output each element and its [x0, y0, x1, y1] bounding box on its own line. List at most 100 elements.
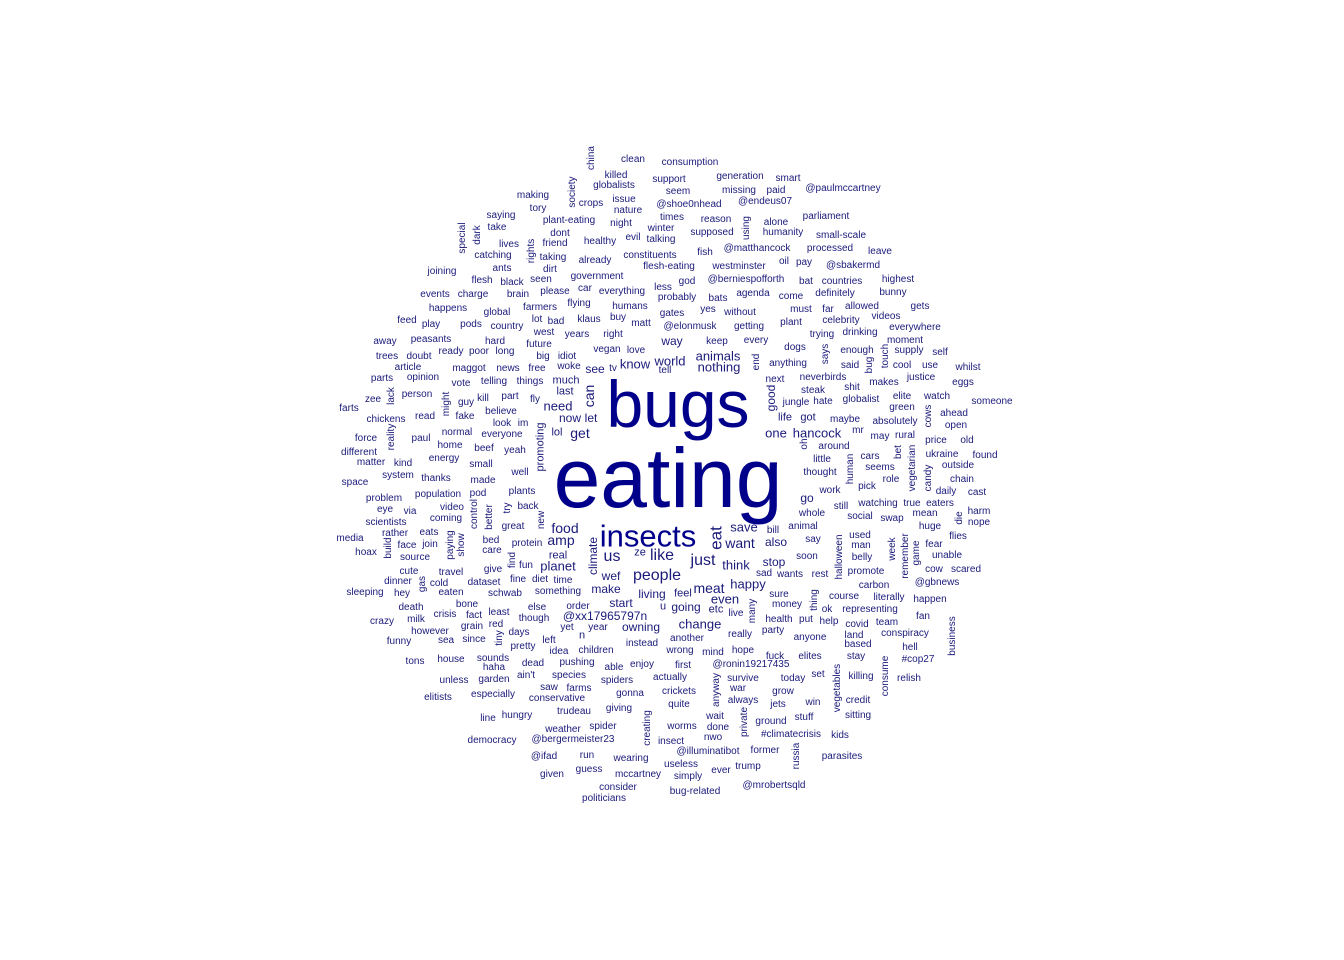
cloud-word: go — [800, 491, 814, 505]
cloud-word: without — [724, 307, 756, 318]
cloud-word: flying — [567, 298, 591, 309]
cloud-word: doubt — [406, 351, 432, 362]
cloud-word: yes — [700, 304, 716, 315]
cloud-word: globalist — [842, 394, 880, 405]
cloud-word: stop — [762, 555, 786, 569]
cloud-word: survive — [727, 673, 759, 684]
cloud-word: maybe — [829, 414, 861, 425]
cloud-word: smart — [775, 173, 801, 184]
cloud-word: carbon — [858, 580, 890, 591]
cloud-word: dogs — [784, 342, 806, 353]
cloud-word: farts — [339, 403, 359, 414]
cloud-word: enjoy — [630, 659, 654, 670]
cloud-word: lot — [531, 314, 543, 325]
cloud-word: credit — [845, 695, 871, 706]
cloud-word: dinner — [384, 576, 412, 587]
cloud-word: @matthancock — [723, 243, 791, 254]
cloud-word: week — [887, 537, 898, 561]
cloud-word: house — [437, 654, 465, 665]
cloud-word: insects — [599, 518, 697, 554]
cloud-word: year — [588, 622, 608, 633]
cloud-word: planet — [540, 558, 576, 574]
cloud-word: politicians — [582, 793, 626, 804]
cloud-word: bill — [766, 525, 780, 536]
cloud-word: whilst — [955, 362, 981, 373]
cloud-word: klaus — [577, 314, 601, 325]
cloud-word: gas — [417, 575, 428, 593]
cloud-word: processed — [806, 243, 854, 254]
cloud-word: whole — [798, 508, 826, 519]
cloud-word: business — [947, 616, 958, 656]
cloud-word: big — [536, 351, 550, 362]
cloud-word: saying — [486, 210, 516, 221]
cloud-word: small — [469, 459, 493, 470]
cloud-word: ain't — [516, 670, 536, 681]
cloud-word: watch — [923, 391, 951, 402]
cloud-word: put — [799, 614, 813, 625]
cloud-word: westminster — [712, 261, 766, 272]
cloud-word: #climatecrisis — [760, 729, 822, 740]
cloud-word: scared — [950, 564, 982, 575]
cloud-word: anyone — [793, 632, 827, 643]
cloud-word: since — [462, 634, 486, 645]
cloud-word: come — [778, 291, 804, 302]
cloud-word: schwab — [488, 588, 522, 599]
cloud-word: promoting — [534, 422, 547, 472]
cloud-word: self — [932, 347, 948, 358]
cloud-word: @shoe0nhead — [656, 199, 722, 210]
cloud-word: article — [394, 362, 422, 373]
cloud-word: sounds — [476, 653, 510, 664]
cloud-word: parasites — [821, 751, 863, 762]
cloud-word: elitists — [424, 692, 452, 703]
cloud-word: remember — [900, 533, 911, 579]
cloud-word: support — [652, 174, 686, 185]
cloud-word: old — [960, 435, 974, 446]
cloud-word: huge — [918, 521, 942, 532]
cloud-word: @bergermeister23 — [531, 734, 615, 745]
cloud-word: face — [397, 540, 417, 551]
cloud-word: trump — [735, 761, 761, 772]
cloud-word: hey — [393, 588, 411, 599]
cloud-word: pay — [795, 257, 813, 268]
cloud-word: special — [457, 222, 468, 254]
cloud-word: soon — [796, 551, 818, 562]
cloud-word: supply — [894, 345, 924, 356]
cloud-word: im — [517, 418, 529, 429]
cloud-word: death — [398, 602, 424, 613]
cloud-word: allowed — [845, 301, 879, 312]
cloud-word: things — [516, 376, 544, 387]
cloud-word: bugs — [606, 367, 750, 441]
cloud-word: @xx17965797n — [562, 609, 648, 623]
cloud-word: fine — [509, 574, 527, 585]
cloud-word: hate — [813, 396, 833, 407]
cloud-word: killing — [848, 671, 874, 682]
cloud-word: guess — [575, 764, 603, 775]
cloud-word: friend — [542, 238, 568, 249]
cloud-word: try — [502, 502, 513, 514]
cloud-word: seem — [665, 186, 691, 197]
cloud-word: @berniespofforth — [707, 274, 785, 285]
cloud-word: nope — [967, 517, 991, 528]
cloud-word: opinion — [406, 372, 440, 383]
cloud-word: @ronin19217435 — [712, 659, 790, 670]
cloud-word: sleeping — [346, 587, 384, 598]
cloud-word: n — [578, 629, 586, 642]
cloud-word: sitting — [844, 710, 872, 721]
cloud-word: protein — [511, 538, 543, 549]
cloud-word: sure — [769, 589, 789, 600]
cloud-word: touch — [880, 343, 891, 369]
cloud-word: lives — [498, 239, 520, 250]
cloud-word: yet — [560, 622, 574, 633]
cloud-word: swap — [880, 513, 904, 524]
cloud-word: crickets — [662, 686, 696, 697]
cloud-word: beef — [474, 443, 494, 454]
cloud-word: daily — [935, 486, 957, 497]
cloud-word: might — [441, 391, 452, 417]
cloud-word: new — [536, 510, 547, 530]
cloud-word: plants — [508, 486, 536, 497]
cloud-word: outside — [941, 460, 975, 471]
cloud-word: bug — [864, 356, 875, 374]
cloud-word: ants — [492, 263, 512, 274]
cloud-word: night — [610, 218, 632, 229]
cloud-word: team — [875, 617, 899, 628]
